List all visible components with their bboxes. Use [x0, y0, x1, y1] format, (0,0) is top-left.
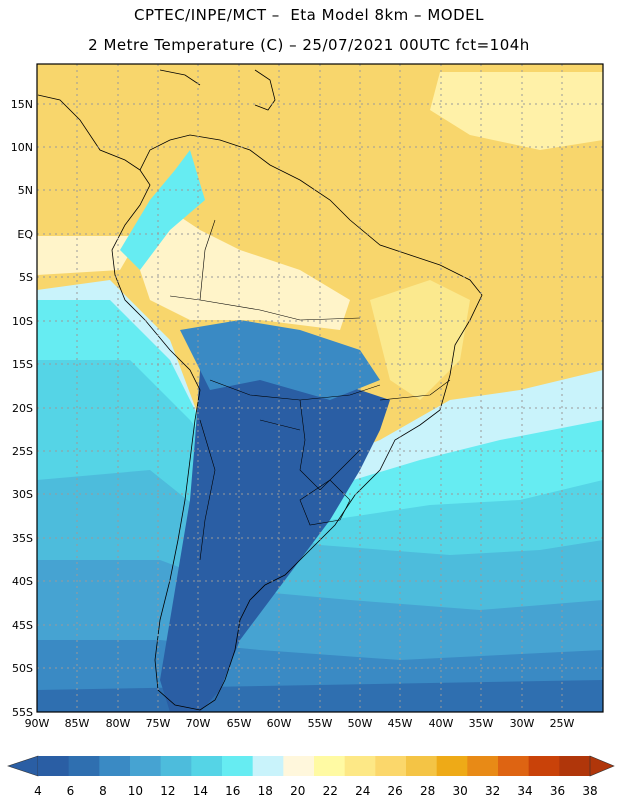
colorbar-label: 30	[452, 784, 467, 798]
colorbar-swatch	[68, 756, 100, 776]
colorbar-swatch	[344, 756, 376, 776]
colorbar-swatch	[160, 756, 192, 776]
map-frame	[36, 63, 604, 713]
lat-label: 10N	[11, 141, 33, 154]
colorbar-arrow-high	[589, 755, 615, 777]
lat-label: 35S	[12, 532, 33, 545]
colorbar-swatch	[130, 756, 162, 776]
colorbar-swatch	[436, 756, 468, 776]
colorbar-label: 32	[485, 784, 500, 798]
colorbar-swatch	[467, 756, 499, 776]
lon-label: 35W	[469, 717, 494, 730]
graticule	[37, 64, 603, 712]
lat-label: 5N	[18, 184, 33, 197]
lon-label: 45W	[388, 717, 413, 730]
map-title-line2: 2 Metre Temperature (C) – 25/07/2021 00U…	[88, 36, 530, 54]
lat-label: 20S	[12, 402, 33, 415]
colorbar-label: 34	[517, 784, 532, 798]
lon-label: 25W	[550, 717, 575, 730]
lat-label: 50S	[12, 662, 33, 675]
colorbar: 4 6 8 10 12 14 16 18 20 22 24 26 28 30 32 34 36 38	[7, 755, 615, 798]
colorbar-label: 14	[193, 784, 208, 798]
lon-label: 50W	[348, 717, 373, 730]
colorbar-swatch	[191, 756, 223, 776]
colorbar-label: 6	[67, 784, 75, 798]
lat-label: 15S	[12, 358, 33, 371]
lon-label: 30W	[510, 717, 535, 730]
colorbar-swatch	[375, 756, 407, 776]
lat-label: 45S	[12, 619, 33, 632]
colorbar-swatch	[99, 756, 131, 776]
lon-label: 65W	[227, 717, 252, 730]
lat-label: 5S	[19, 271, 33, 284]
colorbar-swatch	[498, 756, 530, 776]
colorbar-label: 36	[550, 784, 565, 798]
lat-label: 40S	[12, 575, 33, 588]
lon-label: 85W	[65, 717, 90, 730]
colorbar-swatch	[528, 756, 560, 776]
lon-label: 60W	[267, 717, 292, 730]
colorbar-swatch	[314, 756, 346, 776]
lat-label: 10S	[12, 315, 33, 328]
lat-label: 25S	[12, 445, 33, 458]
colorbar-label: 8	[99, 784, 107, 798]
coastlines	[37, 69, 483, 711]
latitude-labels: 15N 10N 5N EQ 5S 10S 15S 20S 25S 30S 35S…	[11, 98, 34, 719]
colorbar-label: 4	[34, 784, 42, 798]
colorbar-label: 10	[128, 784, 143, 798]
colorbar-swatch	[283, 756, 315, 776]
colorbar-label: 20	[290, 784, 305, 798]
colorbar-swatch	[252, 756, 284, 776]
lon-label: 40W	[429, 717, 454, 730]
lon-label: 75W	[146, 717, 171, 730]
lat-label: 15N	[11, 98, 33, 111]
colorbar-label: 12	[160, 784, 175, 798]
lon-label: 90W	[25, 717, 50, 730]
colorbar-arrow-low	[7, 755, 39, 777]
map-title-line1: CPTEC/INPE/MCT – Eta Model 8km – MODEL	[134, 6, 484, 24]
lat-label: 30S	[12, 488, 33, 501]
colorbar-label: 18	[258, 784, 273, 798]
colorbar-swatch	[222, 756, 254, 776]
lon-label: 80W	[106, 717, 131, 730]
colorbar-swatch	[406, 756, 438, 776]
lat-label: EQ	[17, 228, 33, 241]
country-borders	[169, 219, 451, 561]
colorbar-label: 38	[582, 784, 597, 798]
longitude-labels: 90W 85W 80W 75W 70W 65W 60W 55W 50W 45W …	[25, 717, 575, 730]
lon-label: 70W	[186, 717, 211, 730]
colorbar-label: 24	[355, 784, 370, 798]
colorbar-label: 26	[388, 784, 403, 798]
colorbar-label: 16	[225, 784, 240, 798]
lon-label: 55W	[308, 717, 333, 730]
colorbar-label: 28	[420, 784, 435, 798]
colorbar-swatch	[38, 756, 70, 776]
colorbar-label: 22	[323, 784, 338, 798]
lat-label: 55S	[12, 706, 33, 719]
colorbar-swatch	[559, 756, 591, 776]
